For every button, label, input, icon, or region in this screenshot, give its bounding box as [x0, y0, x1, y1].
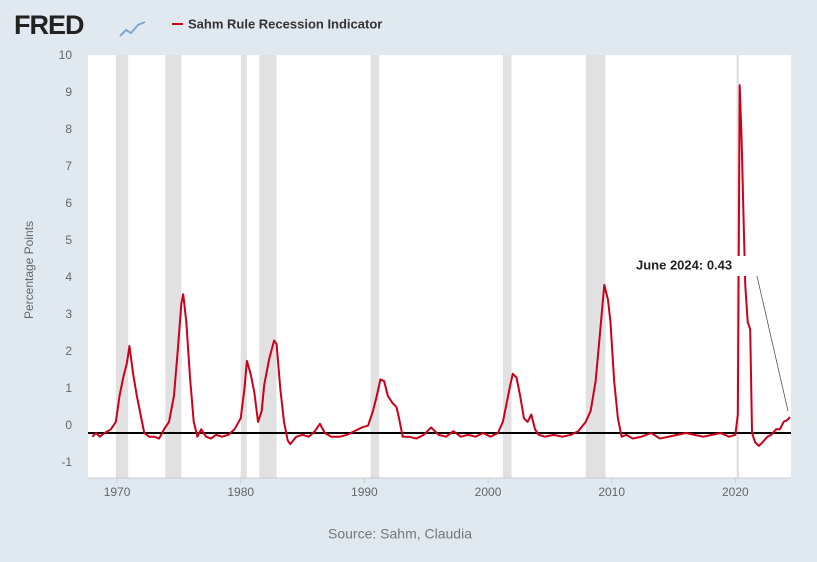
y-tick-label: 2 — [65, 344, 72, 358]
recession-band — [240, 55, 247, 478]
legend-label: Sahm Rule Recession Indicator — [188, 16, 382, 31]
x-tick-label: 2020 — [722, 485, 749, 499]
recession-band — [165, 55, 182, 478]
recession-band — [502, 55, 512, 478]
recession-band — [585, 55, 606, 478]
brand-logo: FRED — [14, 10, 84, 40]
y-tick-label: 1 — [65, 381, 72, 395]
x-tick-label: 1990 — [351, 485, 378, 499]
annotation-label: June 2024: 0.43 — [636, 257, 732, 272]
y-tick-label: 4 — [65, 270, 72, 284]
y-tick-label: 10 — [59, 48, 73, 62]
y-tick-label: 5 — [65, 233, 72, 247]
x-tick-label: 2000 — [475, 485, 502, 499]
annotation-leader — [756, 275, 789, 412]
x-tick-label: 1980 — [227, 485, 254, 499]
y-tick-label: 3 — [65, 307, 72, 321]
x-tick-label: 2010 — [598, 485, 625, 499]
x-tick-label: 1970 — [104, 485, 131, 499]
y-tick-label: 7 — [65, 159, 72, 173]
recession-band — [259, 55, 277, 478]
annotation-box — [632, 256, 754, 276]
y-axis-label: Percentage Points — [22, 221, 36, 319]
logo-icon — [119, 21, 146, 37]
source: Source: Sahm, Claudia — [328, 526, 472, 542]
y-tick-label: 6 — [65, 196, 72, 210]
series-line — [91, 84, 791, 447]
y-tick-label: 0 — [65, 418, 72, 432]
y-tick-label: 8 — [65, 122, 72, 136]
y-tick-label: -1 — [61, 455, 72, 469]
recession-band — [370, 55, 380, 478]
y-tick-label: 9 — [65, 85, 72, 99]
